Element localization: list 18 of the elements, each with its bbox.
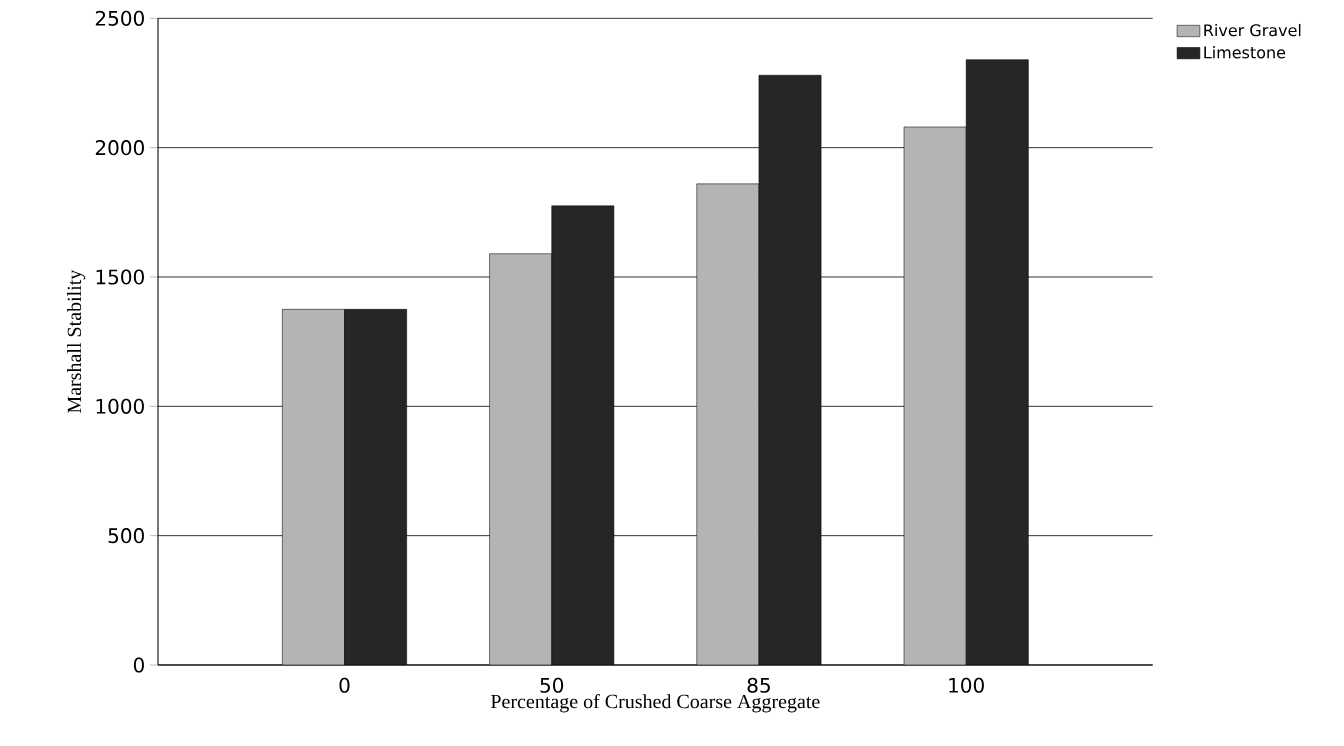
- bar: [903, 126, 967, 665]
- x-tick-label: 0: [339, 677, 350, 693]
- y-tick-label: 2500: [95, 10, 144, 26]
- legend-label: River Gravel: [1204, 23, 1301, 37]
- y-tick-label: 0: [133, 657, 144, 673]
- bar: [696, 183, 760, 665]
- x-tick-label: 100: [949, 677, 984, 693]
- legend-label: Limestone: [1204, 46, 1286, 59]
- y-tick-label: 2000: [95, 140, 144, 156]
- y-tick-label: 500: [108, 528, 144, 544]
- bar: [489, 253, 552, 665]
- y-tick-label: 1000: [96, 398, 144, 414]
- x-tick-label: 50: [540, 677, 564, 693]
- y-tick-label: 1500: [96, 269, 144, 285]
- x-axis-title: Percentage of Crushed Coarse Aggregate: [490, 694, 820, 713]
- x-tick-label: 85: [747, 677, 770, 693]
- bar: [282, 309, 345, 665]
- y-axis-title: Marshall Stability: [67, 269, 86, 414]
